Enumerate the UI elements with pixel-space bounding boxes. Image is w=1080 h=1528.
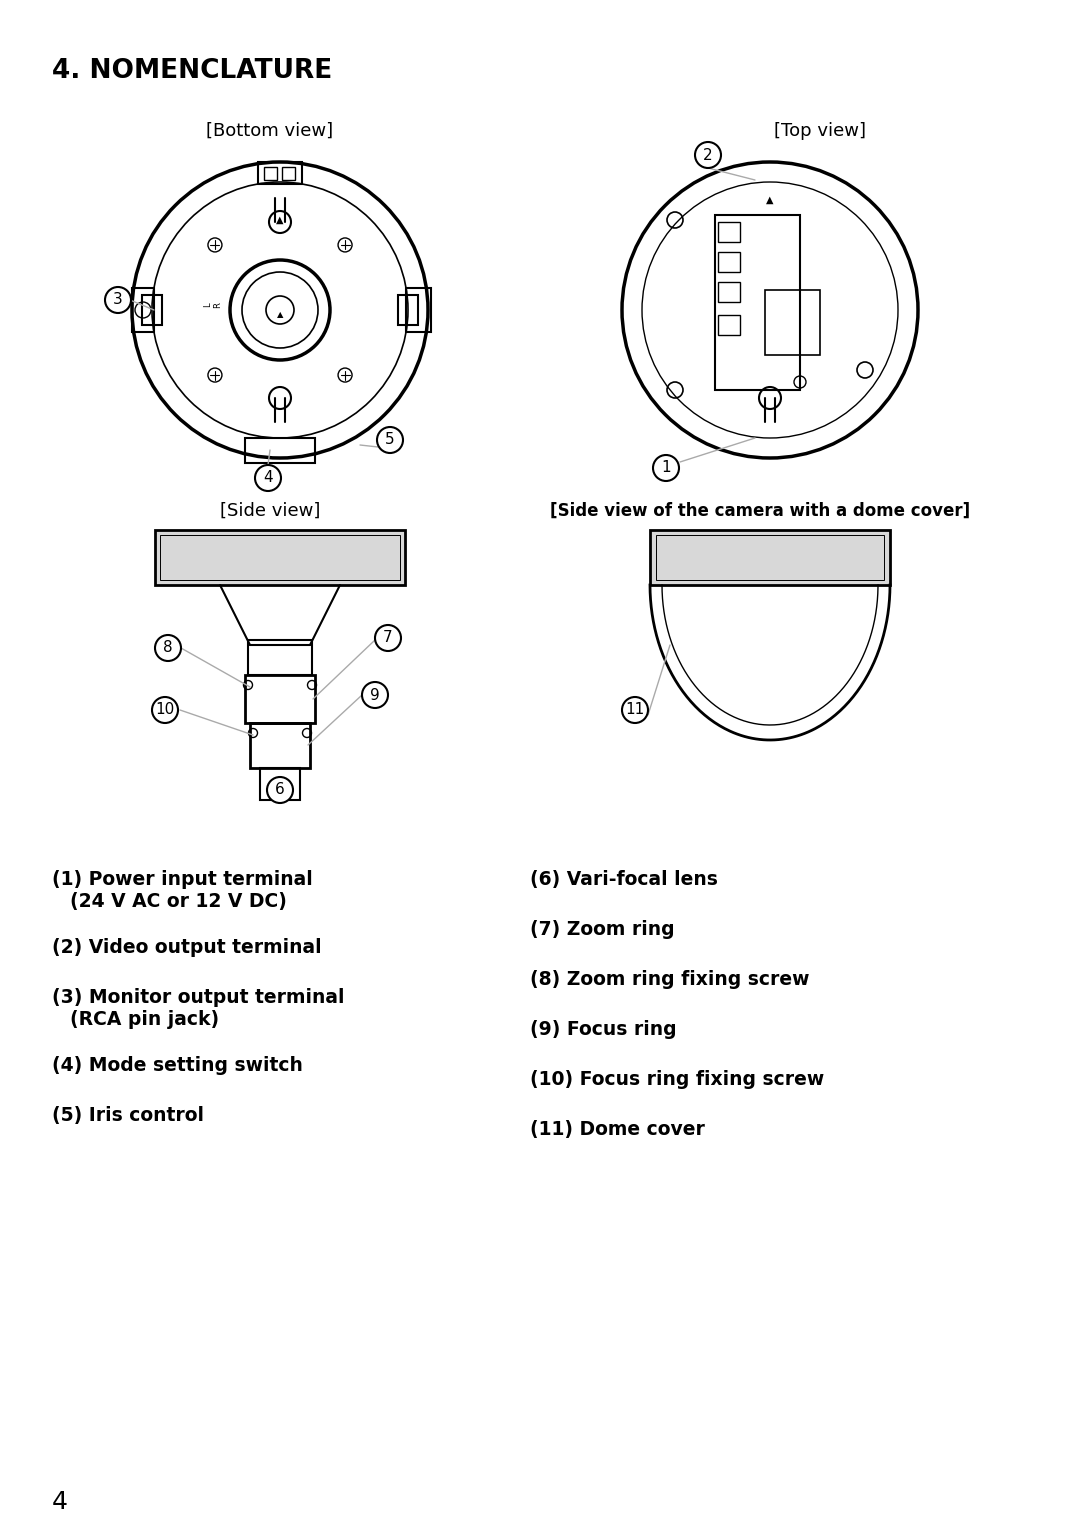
Text: 2: 2 — [703, 148, 713, 162]
Text: [Bottom view]: [Bottom view] — [206, 122, 334, 141]
Bar — [258, 162, 302, 183]
Text: (7) Zoom ring: (7) Zoom ring — [530, 920, 675, 940]
Bar — [260, 769, 300, 801]
Circle shape — [653, 455, 679, 481]
Circle shape — [696, 142, 721, 168]
Text: (1) Power input terminal: (1) Power input terminal — [52, 869, 313, 889]
Text: 10: 10 — [156, 703, 175, 718]
Bar — [650, 530, 890, 585]
Text: [Side view]: [Side view] — [220, 503, 320, 520]
Text: (9) Focus ring: (9) Focus ring — [530, 1021, 677, 1039]
Text: 3: 3 — [113, 292, 123, 307]
Circle shape — [377, 426, 403, 452]
Text: (2) Video output terminal: (2) Video output terminal — [52, 938, 322, 957]
Text: [Top view]: [Top view] — [774, 122, 866, 141]
Circle shape — [267, 778, 293, 804]
Bar — [245, 675, 315, 723]
Text: ▲: ▲ — [276, 215, 284, 225]
Circle shape — [156, 636, 181, 662]
Text: (5) Iris control: (5) Iris control — [52, 1106, 204, 1125]
Bar — [399, 295, 418, 325]
Bar — [245, 439, 315, 463]
Bar — [718, 283, 740, 303]
Text: [Side view of the camera with a dome cover]: [Side view of the camera with a dome cov… — [550, 503, 970, 520]
Circle shape — [375, 625, 401, 651]
Bar — [718, 252, 740, 272]
Bar — [656, 535, 885, 581]
Circle shape — [105, 287, 131, 313]
Bar — [282, 167, 295, 180]
Text: 9: 9 — [370, 688, 380, 703]
Text: ▲: ▲ — [276, 310, 283, 319]
Text: 8: 8 — [163, 640, 173, 656]
Text: 7: 7 — [383, 631, 393, 645]
Bar — [132, 287, 154, 332]
Text: R: R — [214, 303, 222, 309]
Bar — [718, 315, 740, 335]
Bar — [141, 295, 162, 325]
Text: 11: 11 — [625, 703, 645, 718]
Text: (3) Monitor output terminal: (3) Monitor output terminal — [52, 989, 345, 1007]
Text: 4. NOMENCLATURE: 4. NOMENCLATURE — [52, 58, 333, 84]
Bar — [765, 290, 820, 354]
Bar — [248, 640, 312, 675]
Circle shape — [362, 681, 388, 707]
Text: (10) Focus ring fixing screw: (10) Focus ring fixing screw — [530, 1070, 824, 1089]
Circle shape — [622, 697, 648, 723]
Text: 4: 4 — [52, 1490, 68, 1514]
Text: (8) Zoom ring fixing screw: (8) Zoom ring fixing screw — [530, 970, 810, 989]
Text: 5: 5 — [386, 432, 395, 448]
Text: (11) Dome cover: (11) Dome cover — [530, 1120, 705, 1138]
Text: 6: 6 — [275, 782, 285, 798]
Text: (24 V AC or 12 V DC): (24 V AC or 12 V DC) — [70, 892, 287, 911]
Text: (6) Vari-focal lens: (6) Vari-focal lens — [530, 869, 718, 889]
Bar — [156, 530, 405, 585]
Text: (RCA pin jack): (RCA pin jack) — [70, 1010, 219, 1028]
Text: L: L — [203, 303, 213, 307]
Circle shape — [152, 697, 178, 723]
Text: 4: 4 — [264, 471, 273, 486]
Text: 1: 1 — [661, 460, 671, 475]
Circle shape — [255, 465, 281, 490]
Bar — [249, 723, 310, 769]
Text: (4) Mode setting switch: (4) Mode setting switch — [52, 1056, 302, 1076]
Bar — [406, 287, 431, 332]
Bar — [718, 222, 740, 241]
Text: ▲: ▲ — [766, 196, 773, 205]
Bar — [715, 215, 800, 390]
Bar — [264, 167, 276, 180]
Bar — [160, 535, 400, 581]
